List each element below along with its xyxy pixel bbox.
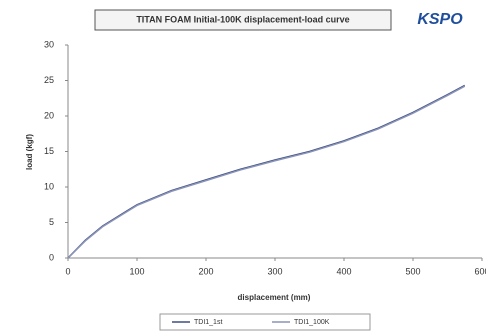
x-tick-label: 200	[198, 266, 213, 276]
legend-box	[159, 313, 371, 331]
x-tick-label: 300	[267, 266, 282, 276]
y-tick-label: 0	[49, 252, 54, 262]
legend-label: TDI1_100K	[294, 319, 330, 326]
x-tick-label: 0	[65, 266, 70, 276]
x-tick-label: 600	[474, 266, 486, 276]
brand-logo: KSPO	[417, 11, 463, 28]
x-tick-label: 100	[129, 266, 144, 276]
x-axis-label: displacement (mm)	[238, 293, 311, 302]
x-tick-label: 400	[336, 266, 351, 276]
title-box	[94, 9, 392, 31]
y-tick-label: 25	[44, 75, 54, 85]
chart-title: TITAN FOAM Initial-100K displacement-loa…	[136, 14, 349, 24]
data-line	[67, 84, 466, 259]
y-tick-label: 5	[49, 217, 54, 227]
x-tick-label: 500	[405, 266, 420, 276]
y-axis-label: load (kgf)	[25, 134, 34, 170]
data-line	[67, 85, 466, 259]
y-tick-label: 30	[44, 39, 54, 49]
y-tick-label: 20	[44, 110, 54, 120]
y-tick-label: 10	[44, 181, 54, 191]
legend-label: TDI1_1st	[194, 319, 222, 326]
y-tick-label: 15	[44, 146, 54, 156]
